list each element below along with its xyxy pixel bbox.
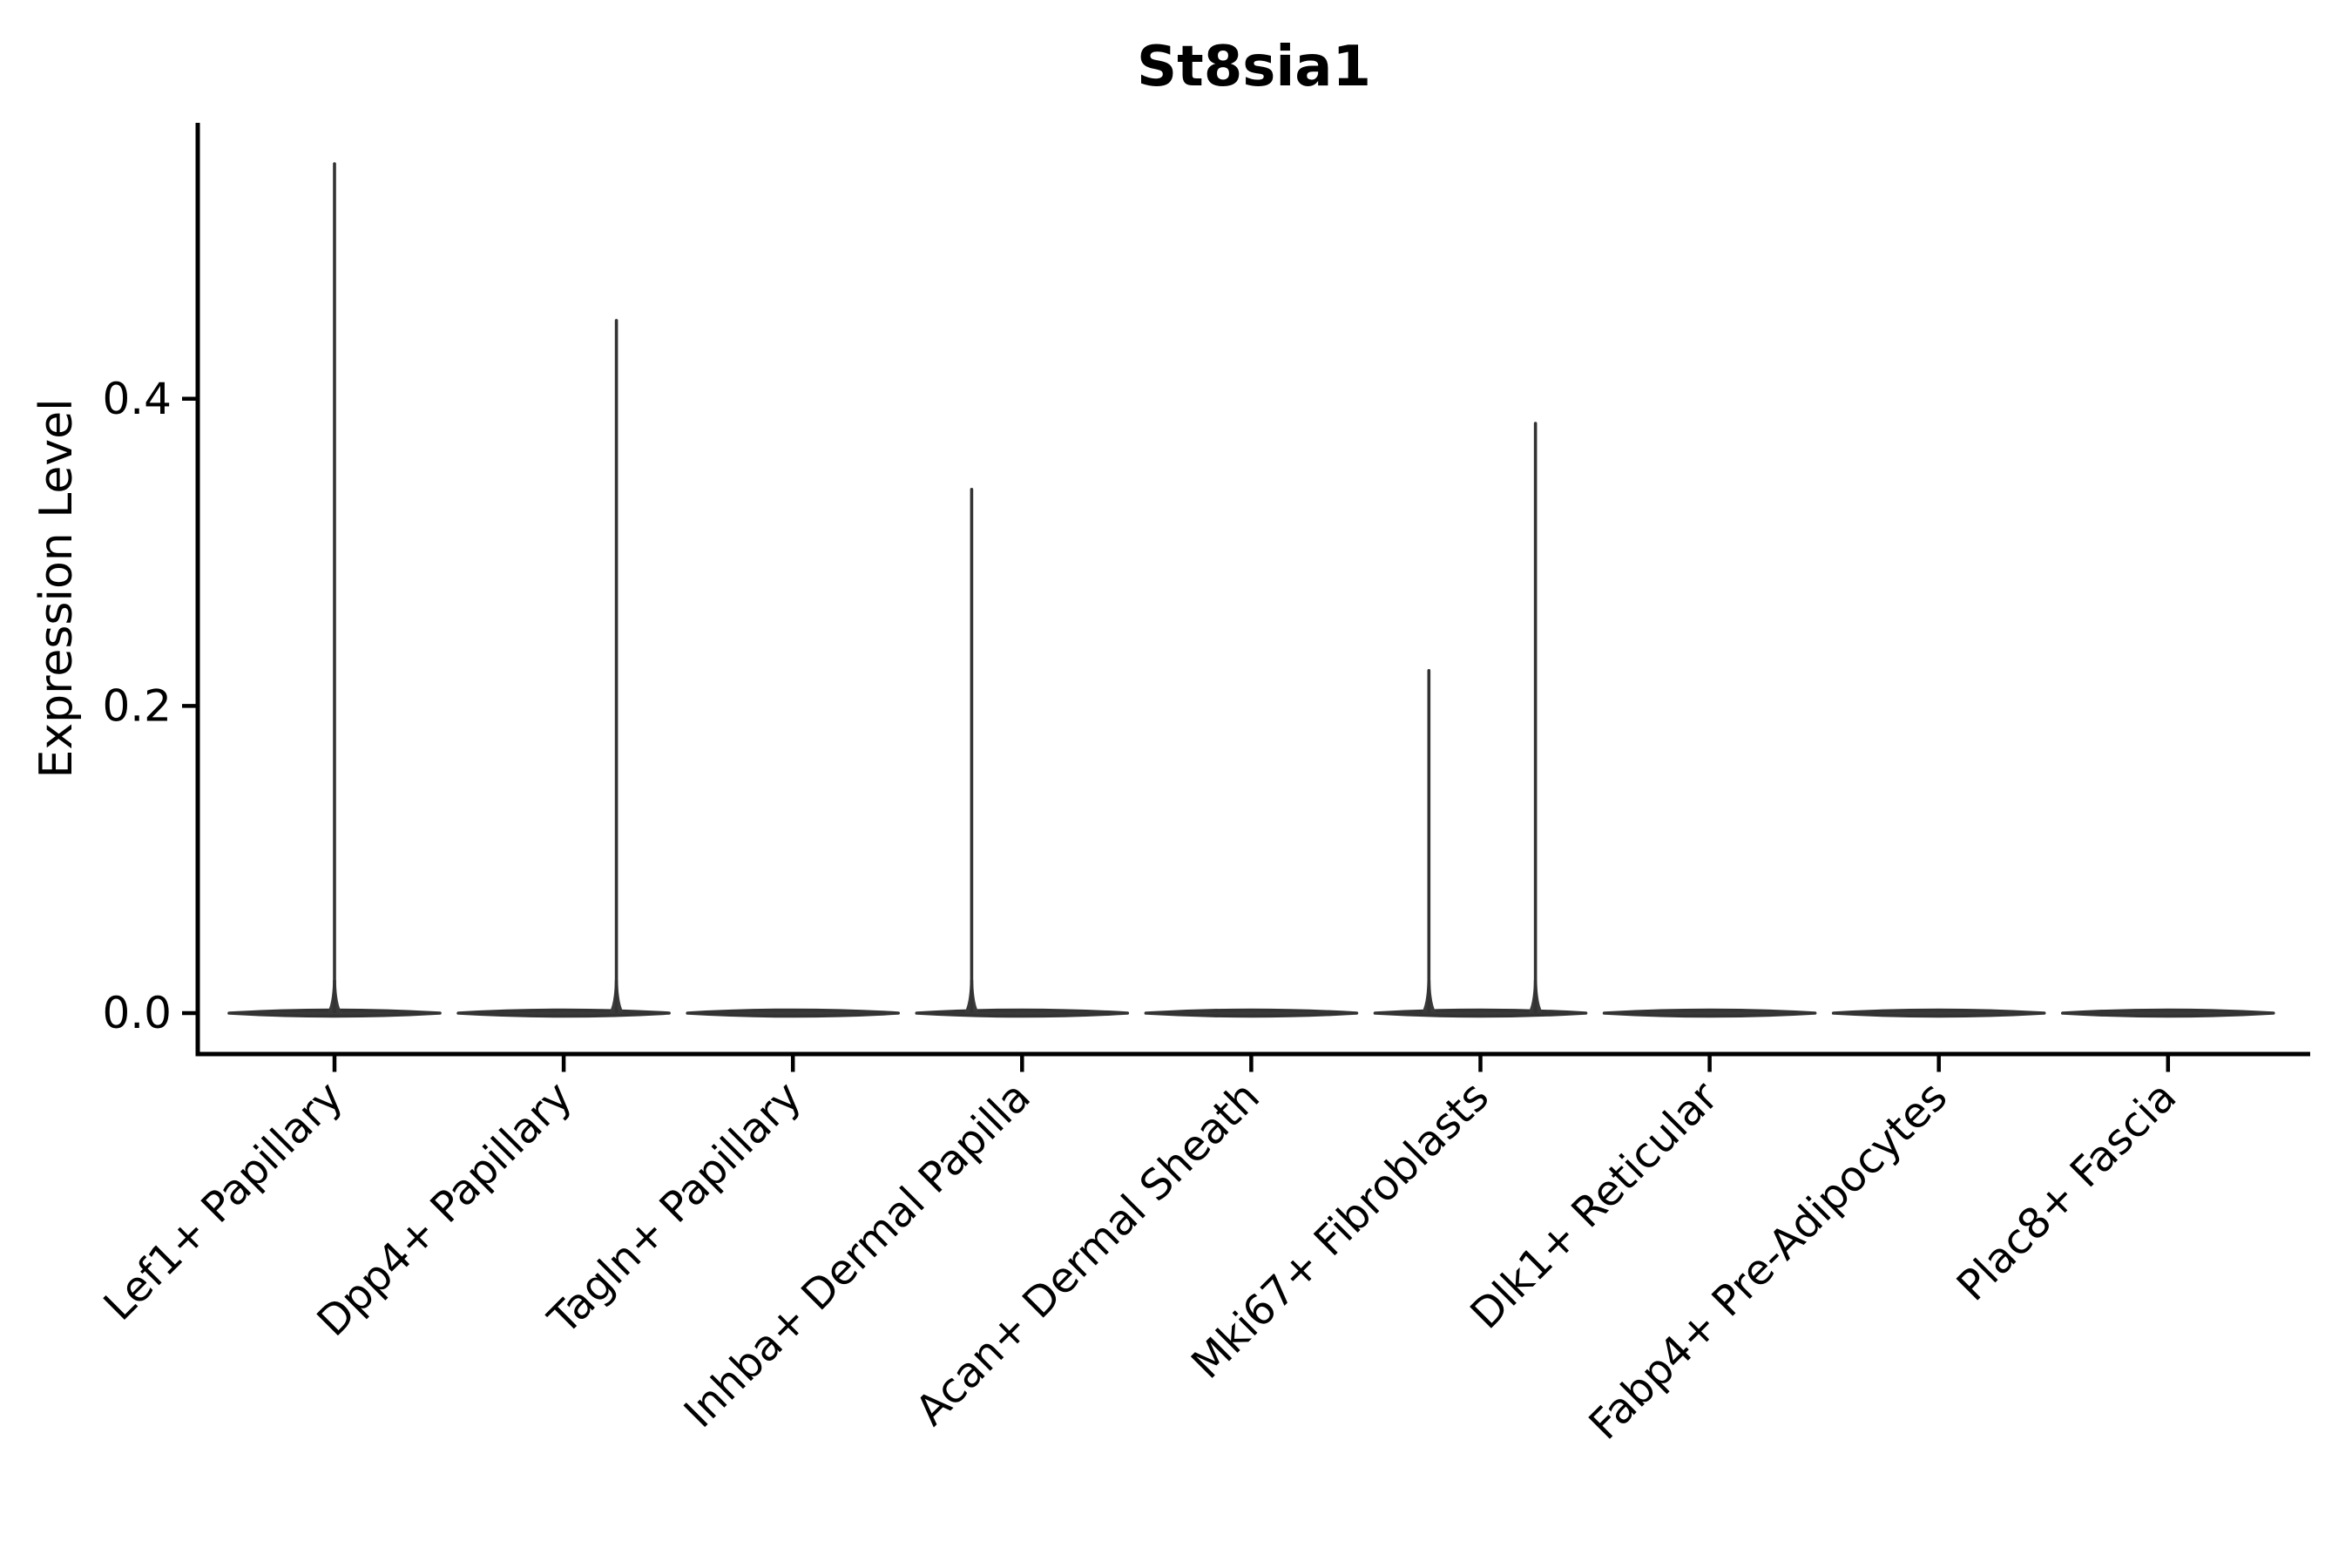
violins xyxy=(227,162,2275,1018)
chart-title: St8sia1 xyxy=(1137,35,1371,99)
violin-base xyxy=(456,1008,671,1018)
y-tick-label: 0.2 xyxy=(102,680,172,731)
violin-acan-dermal-sheath xyxy=(1144,1008,1359,1018)
violin-inhba-dermal-papilla xyxy=(915,488,1130,1018)
violin-base xyxy=(227,1008,442,1018)
violin-lef1-papillary xyxy=(227,162,442,1018)
violin-base xyxy=(1144,1008,1359,1018)
violin-dlk1-reticular xyxy=(1602,1008,1817,1018)
violin-base xyxy=(1373,1008,1588,1018)
y-axis: 0.0 0.2 0.4 xyxy=(102,374,198,1038)
violin-base xyxy=(1831,1008,2046,1018)
violin-base xyxy=(686,1008,900,1018)
violin-base xyxy=(2061,1008,2275,1018)
violin-fabp4-pre-adipocytes xyxy=(1831,1008,2046,1018)
violin-tagln-papillary xyxy=(686,1008,900,1018)
y-tick-label: 0.4 xyxy=(102,374,172,424)
y-tick-label: 0.0 xyxy=(102,988,172,1038)
y-axis-label: Expression Level xyxy=(30,398,83,778)
violin-base xyxy=(915,1008,1130,1018)
violin-plac8-fascia xyxy=(2061,1008,2275,1018)
violin-dpp4-papillary xyxy=(456,319,671,1018)
violin-base xyxy=(1602,1008,1817,1018)
violin-mki67-fibroblasts xyxy=(1373,422,1588,1018)
